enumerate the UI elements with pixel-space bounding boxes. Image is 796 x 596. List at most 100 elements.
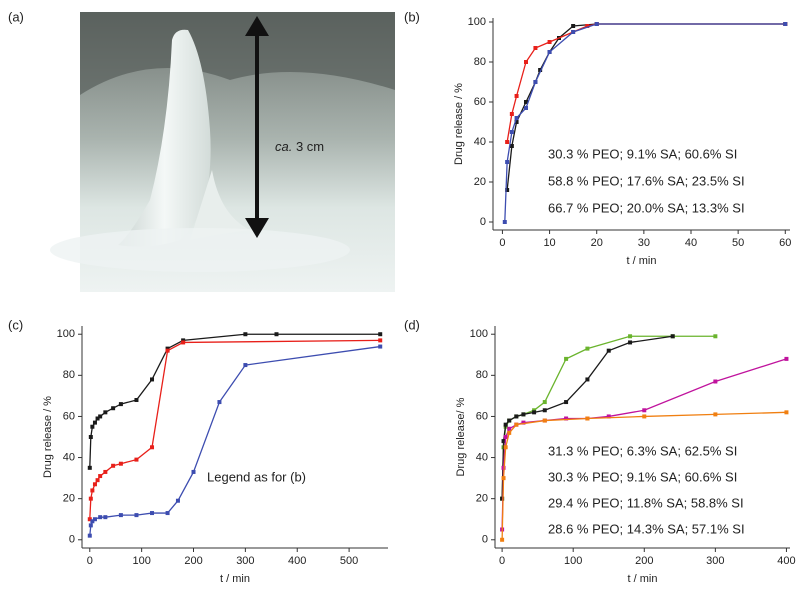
data-point <box>88 496 93 501</box>
legend-entry: 30.3 % PEO; 9.1% SA; 60.6% SI <box>548 146 737 161</box>
panel-label: (a) <box>8 9 24 24</box>
y-tick-label: 80 <box>474 56 486 68</box>
x-axis-label: t / min <box>220 573 250 585</box>
x-tick-label: 300 <box>706 555 724 567</box>
data-point <box>514 116 519 120</box>
x-tick-label: 100 <box>132 555 150 567</box>
data-point <box>501 476 506 481</box>
y-tick-label: 100 <box>468 16 486 28</box>
panel-label: (b) <box>404 9 420 24</box>
data-point <box>524 100 528 104</box>
data-point <box>134 457 139 462</box>
data-point <box>533 80 538 84</box>
x-tick-label: 60 <box>779 237 791 249</box>
data-point <box>503 445 508 450</box>
x-tick-label: 500 <box>340 555 358 567</box>
data-point <box>87 465 92 470</box>
legend-entry: 58.8 % PEO; 17.6% SA; 23.5% SI <box>548 173 745 188</box>
data-point <box>642 414 647 419</box>
y-tick-label: 60 <box>474 96 486 108</box>
data-point <box>564 416 569 421</box>
x-tick-label: 20 <box>591 237 603 249</box>
x-tick-label: 50 <box>732 237 744 249</box>
legend-entry: 28.6 % PEO; 14.3% SA; 57.1% SI <box>548 521 745 536</box>
data-point <box>533 46 538 50</box>
data-point <box>507 430 512 435</box>
data-point <box>670 334 675 339</box>
data-point <box>378 344 383 349</box>
data-point <box>150 511 155 516</box>
data-point <box>111 406 116 411</box>
data-point <box>181 338 186 343</box>
panel-label: (d) <box>404 317 420 332</box>
data-point <box>564 356 569 361</box>
data-point <box>378 338 383 343</box>
y-tick-label: 0 <box>69 534 75 546</box>
data-point <box>502 220 507 224</box>
data-point <box>521 420 526 425</box>
data-point <box>532 410 537 415</box>
data-point <box>92 517 97 522</box>
data-point <box>88 523 93 528</box>
x-tick-label: 10 <box>543 237 555 249</box>
data-point <box>713 334 718 339</box>
photo-annotation: ca. 3 cm <box>275 139 324 154</box>
data-point <box>191 469 196 474</box>
series-line <box>89 333 381 468</box>
data-point <box>538 68 543 72</box>
legend-entry: 29.4 % PEO; 11.8% SA; 58.8% SI <box>548 495 744 510</box>
series-line <box>89 339 381 520</box>
data-point <box>165 346 170 351</box>
x-tick-label: 200 <box>635 555 653 567</box>
annotation-italic: ca. <box>275 139 292 154</box>
data-point <box>98 474 103 479</box>
legend-entry: 66.7 % PEO; 20.0% SA; 13.3% SI <box>548 200 745 215</box>
data-point <box>585 416 590 421</box>
x-tick-label: 0 <box>87 555 93 567</box>
data-point <box>784 356 789 361</box>
data-point <box>88 435 93 439</box>
data-point <box>150 445 155 450</box>
data-point <box>571 24 576 28</box>
series-line <box>504 23 786 223</box>
data-point <box>501 465 506 470</box>
y-tick-label: 0 <box>480 216 486 228</box>
data-point <box>507 418 512 423</box>
data-point <box>103 469 108 474</box>
data-point <box>165 511 170 516</box>
y-tick-label: 0 <box>482 534 488 546</box>
data-point <box>542 418 547 423</box>
data-point <box>509 112 514 116</box>
data-point <box>90 488 95 493</box>
x-tick-label: 200 <box>184 555 202 567</box>
x-tick-label: 400 <box>777 555 795 567</box>
data-point <box>585 377 590 382</box>
data-point <box>134 398 139 402</box>
y-tick-label: 80 <box>476 369 488 381</box>
data-point <box>509 144 514 148</box>
data-point <box>594 22 599 26</box>
data-point <box>118 513 123 518</box>
data-point <box>500 537 505 542</box>
y-tick-label: 100 <box>57 328 75 340</box>
x-axis-label: t / min <box>627 255 657 267</box>
x-axis-label: t / min <box>628 573 658 585</box>
y-tick-label: 20 <box>476 493 488 505</box>
data-point <box>87 517 92 522</box>
data-point <box>713 412 718 417</box>
data-point <box>713 379 718 384</box>
y-tick-label: 40 <box>474 136 486 148</box>
data-point <box>585 24 590 28</box>
data-point <box>501 439 506 444</box>
data-point <box>532 408 537 413</box>
data-point <box>524 106 528 110</box>
y-tick-label: 20 <box>474 176 486 188</box>
data-point <box>505 140 510 144</box>
x-tick-label: 300 <box>236 555 254 567</box>
data-point <box>87 533 92 538</box>
y-tick-label: 60 <box>476 410 488 422</box>
data-point <box>118 402 123 407</box>
data-point <box>90 424 95 429</box>
data-point <box>134 513 139 518</box>
